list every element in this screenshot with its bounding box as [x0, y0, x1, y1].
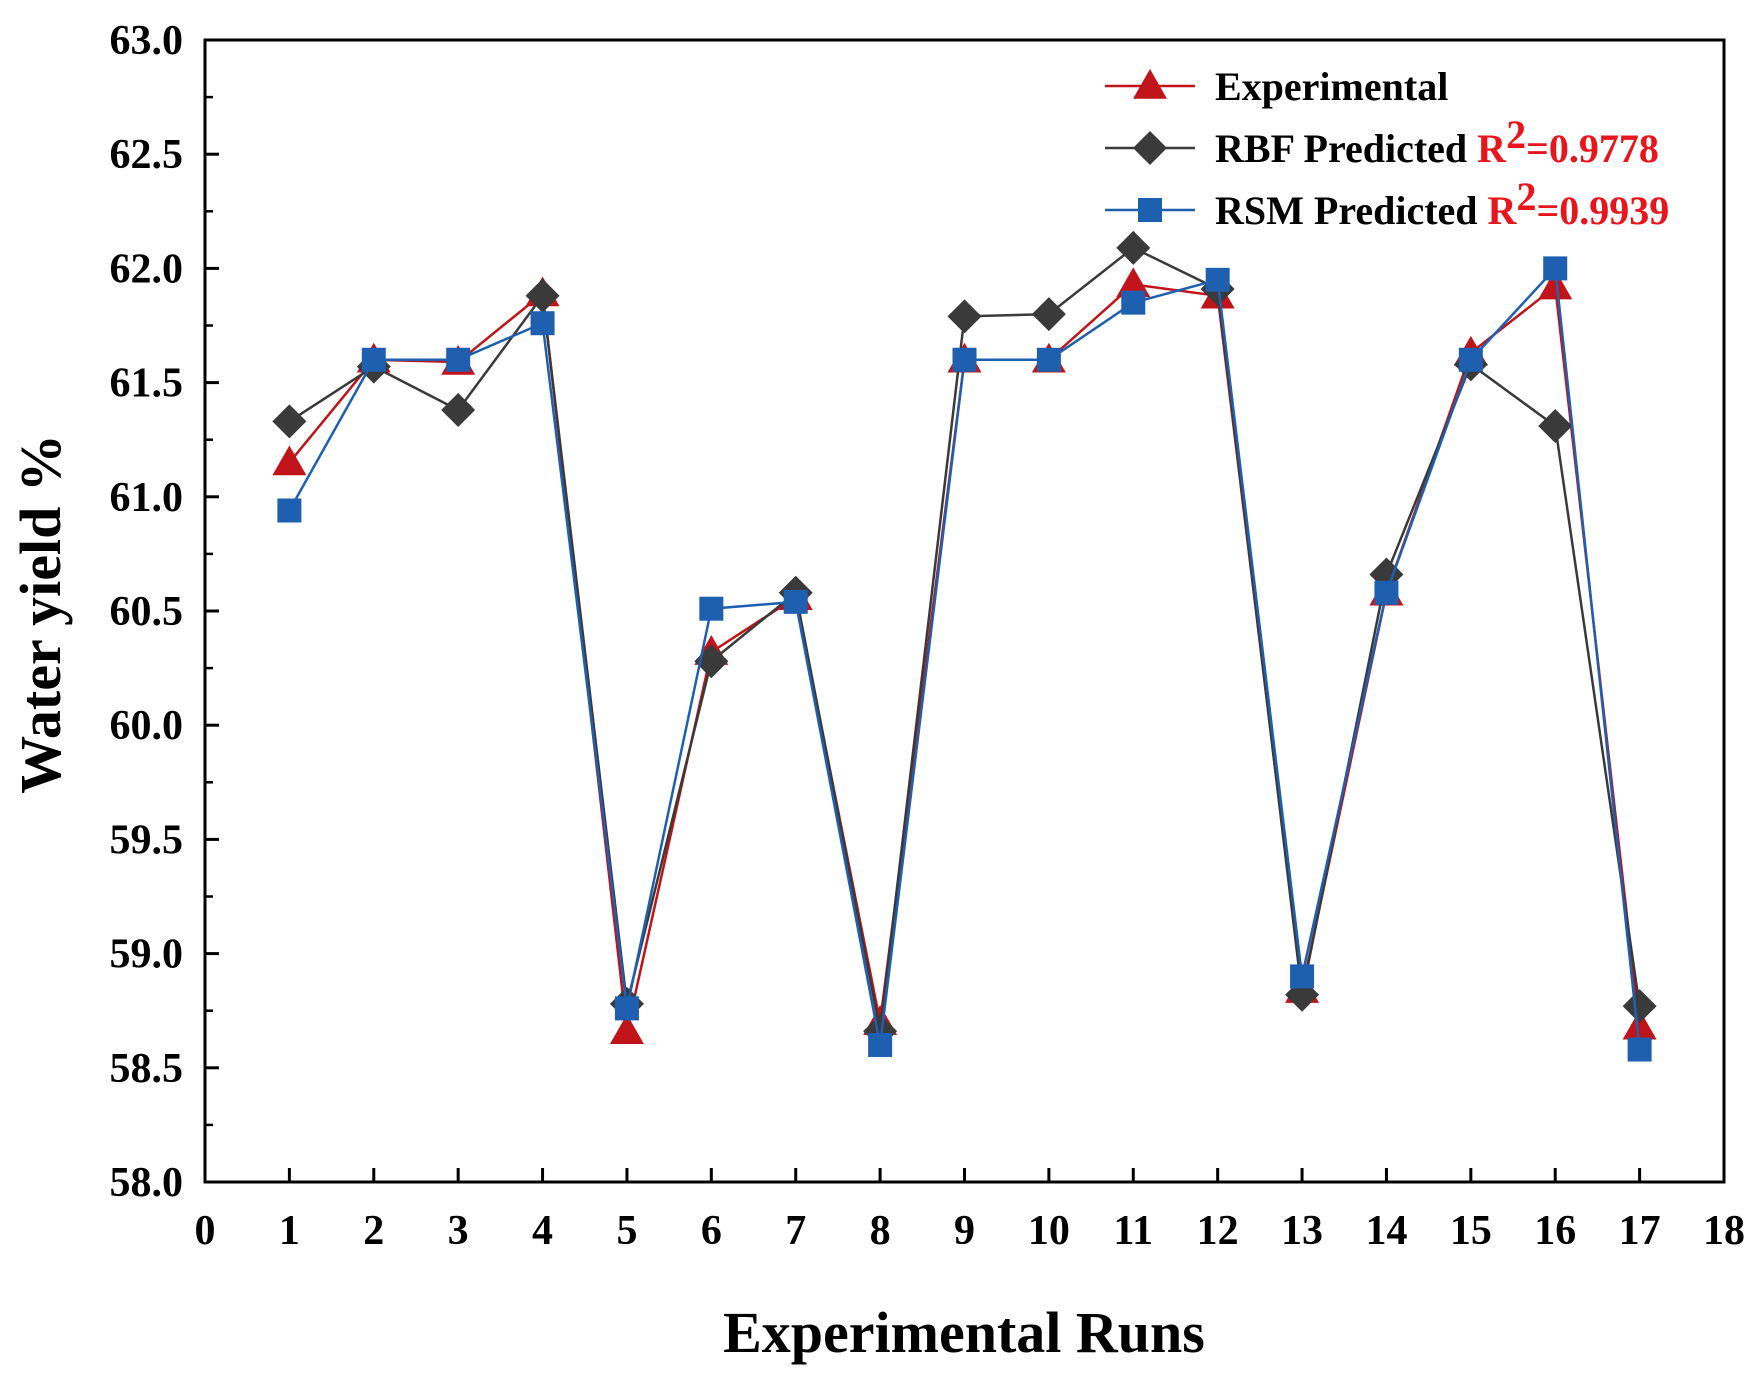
y-tick-label: 60.5 [110, 589, 184, 635]
legend-item-rsm-predicted: RSM Predicted R2=0.9939 [1105, 174, 1669, 233]
x-tick-label: 6 [701, 1208, 722, 1254]
x-tick-label: 3 [448, 1208, 469, 1254]
data-point [699, 596, 724, 621]
x-tick-label: 8 [870, 1208, 891, 1254]
data-point [1543, 256, 1568, 281]
data-point [1622, 989, 1657, 1024]
series-layer [272, 230, 1657, 1062]
y-tick-label: 61.0 [110, 475, 184, 521]
data-point [272, 445, 307, 476]
legend-label: RBF Predicted R2=0.9778 [1215, 112, 1659, 171]
y-tick-label: 60.0 [110, 703, 184, 749]
data-point [947, 299, 982, 334]
legend-r2-symbol: R [1488, 188, 1518, 233]
y-tick-label: 63.0 [110, 18, 184, 64]
series-line [288, 265, 1641, 1050]
data-point [1290, 964, 1315, 989]
x-tick-label: 1 [279, 1208, 300, 1254]
data-point [525, 278, 560, 313]
data-point [446, 347, 471, 372]
x-tick-label: 10 [1028, 1208, 1070, 1254]
legend-r2-value: =0.9939 [1536, 188, 1669, 233]
series-rsm-predicted [277, 256, 1652, 1062]
data-point [530, 311, 555, 336]
legend-r2-superscript: 2 [1516, 174, 1536, 219]
x-tick-label: 13 [1281, 1208, 1323, 1254]
legend-item-rbf-predicted: RBF Predicted R2=0.9778 [1105, 112, 1659, 171]
data-point [1458, 347, 1483, 372]
legend-r2-symbol: R [1477, 126, 1507, 171]
y-tick-label: 58.0 [110, 1160, 184, 1206]
data-point [1627, 1037, 1652, 1062]
y-tick-label: 59.5 [110, 817, 184, 863]
data-point [441, 393, 476, 428]
data-point [614, 996, 639, 1021]
x-tick-label: 2 [363, 1208, 384, 1254]
x-tick-label: 16 [1534, 1208, 1576, 1254]
legend-r2-superscript: 2 [1506, 112, 1526, 157]
data-point [1121, 290, 1146, 315]
x-tick-label: 17 [1619, 1208, 1661, 1254]
x-tick-label: 14 [1365, 1208, 1407, 1254]
data-point [868, 1032, 893, 1057]
legend-r2-value: =0.9778 [1526, 126, 1659, 171]
legend-marker [1133, 69, 1167, 99]
series-line [288, 283, 1641, 1032]
y-tick-label: 62.5 [110, 132, 184, 178]
x-axis-title: Experimental Runs [723, 1300, 1205, 1365]
data-point [1031, 297, 1066, 332]
x-tick-label: 18 [1703, 1208, 1745, 1254]
x-tick-label: 4 [532, 1208, 553, 1254]
y-tick-label: 61.5 [110, 361, 184, 407]
x-tick-label: 0 [195, 1208, 216, 1254]
data-point [1622, 1009, 1657, 1040]
data-point [1538, 269, 1573, 300]
y-tick-label: 58.5 [110, 1046, 184, 1092]
x-tick-label: 5 [616, 1208, 637, 1254]
data-point [1538, 408, 1573, 443]
data-point [952, 347, 977, 372]
legend-label: RSM Predicted R2=0.9939 [1215, 174, 1669, 233]
data-point [1116, 230, 1151, 265]
x-tick-label: 7 [785, 1208, 806, 1254]
legend-item-experimental: Experimental [1105, 64, 1448, 109]
data-point [1374, 580, 1399, 605]
y-axis-title: Water yield % [8, 434, 73, 794]
data-point [1205, 267, 1230, 292]
x-tick-label: 15 [1450, 1208, 1492, 1254]
x-axis: 0 1 2 3 4 5 6 7 8 9 10 11 12 13 14 15 16 17 18 [195, 1168, 1745, 1254]
data-point [272, 404, 307, 439]
y-axis: 58.0 58.5 59.0 59.5 60.0 60.5 61.0 61.5 62.0 62.5… [110, 18, 219, 1206]
data-point [783, 589, 808, 614]
y-tick-label: 59.0 [110, 932, 184, 978]
x-tick-label: 12 [1197, 1208, 1239, 1254]
data-point [361, 347, 386, 372]
legend-marker [1138, 198, 1162, 222]
y-tick-label: 62.0 [110, 246, 184, 292]
legend-label: Experimental [1215, 64, 1448, 109]
data-point [609, 1014, 644, 1045]
data-point [1036, 347, 1061, 372]
x-tick-label: 11 [1113, 1208, 1153, 1254]
x-tick-label: 9 [954, 1208, 975, 1254]
series-experimental [272, 267, 1657, 1045]
data-point [277, 498, 302, 523]
legend-marker [1133, 131, 1167, 165]
data-point [1116, 267, 1151, 298]
